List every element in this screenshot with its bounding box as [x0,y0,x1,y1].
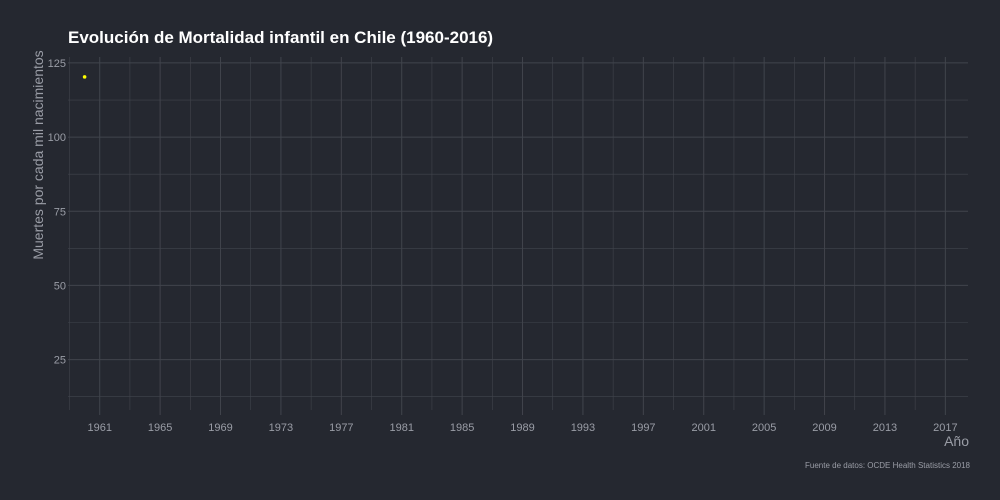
x-tick-label: 1977 [329,422,353,434]
x-tick-label: 1985 [450,422,474,434]
x-tick-label: 1961 [87,422,111,434]
x-tick-label: 1969 [208,422,232,434]
x-axis-title: Año [944,433,969,449]
x-tick-label: 1965 [148,422,172,434]
x-tick-label: 2001 [691,422,715,434]
y-tick-label: 75 [54,206,66,218]
data-point [82,75,87,79]
chart-title: Evolución de Mortalidad infantil en Chil… [68,28,494,47]
y-tick-label: 100 [48,132,66,144]
y-tick-label: 125 [48,58,66,70]
x-tick-label: 1997 [631,422,655,434]
y-tick-label: 50 [54,280,66,292]
x-tick-label: 2017 [933,422,957,434]
x-tick-label: 2009 [812,422,836,434]
x-tick-label: 1973 [269,422,293,434]
x-tick-label: 1993 [571,422,595,434]
y-tick-label: 25 [54,355,66,367]
source-caption: Fuente de datos: OCDE Health Statistics … [805,461,970,470]
x-tick-label: 2013 [873,422,897,434]
x-tick-label: 1989 [510,422,534,434]
x-tick-label: 2005 [752,422,776,434]
x-tick-label: 1981 [389,422,413,434]
